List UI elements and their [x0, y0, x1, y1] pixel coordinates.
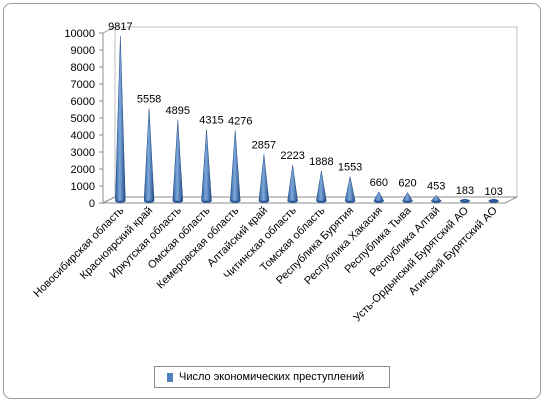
data-label: 4315 — [199, 115, 223, 127]
cone-bar — [430, 194, 442, 202]
chart-legend: Число экономических преступлений — [154, 366, 390, 388]
y-tick-label: 2000 — [71, 164, 95, 176]
data-label: 453 — [427, 180, 445, 192]
data-label: 103 — [484, 186, 502, 198]
cone-bar — [373, 191, 385, 202]
data-label: 4895 — [166, 105, 190, 117]
cone-bar — [459, 199, 470, 202]
data-label: 2223 — [280, 150, 304, 162]
legend-swatch — [167, 372, 173, 382]
y-tick-label: 1000 — [71, 181, 95, 193]
y-tick-label: 0 — [89, 198, 95, 210]
cone-bar — [258, 154, 270, 202]
data-label: 660 — [370, 177, 388, 189]
cone-bar — [201, 129, 212, 202]
y-tick-label: 5000 — [71, 113, 95, 125]
y-tick-label: 3000 — [71, 147, 95, 159]
cone-bar — [287, 165, 298, 202]
cone-bar — [229, 130, 241, 202]
data-label: 1553 — [338, 162, 362, 174]
y-tick-label: 9000 — [71, 45, 95, 57]
cone-bar — [402, 191, 413, 202]
data-label: 4276 — [228, 115, 252, 127]
data-label: 1888 — [309, 156, 333, 168]
y-tick-label: 4000 — [71, 130, 95, 142]
cone-bar — [316, 170, 327, 202]
data-label: 5558 — [137, 94, 161, 106]
cone-bar — [115, 36, 126, 202]
legend-label: Число экономических преступлений — [179, 371, 365, 383]
y-tick-label: 6000 — [71, 96, 95, 108]
y-tick-label: 10000 — [64, 28, 95, 40]
data-label: 183 — [456, 185, 474, 197]
data-label: 2857 — [252, 139, 276, 151]
y-tick-label: 8000 — [71, 62, 95, 74]
data-label: 9817 — [108, 21, 132, 33]
floor — [102, 196, 518, 204]
y-tick-label: 7000 — [71, 79, 95, 91]
data-label: 620 — [398, 177, 416, 189]
cone-bar — [172, 119, 184, 202]
cone-bar — [143, 108, 155, 202]
side-wall — [102, 26, 116, 204]
cone-bar — [344, 176, 356, 202]
